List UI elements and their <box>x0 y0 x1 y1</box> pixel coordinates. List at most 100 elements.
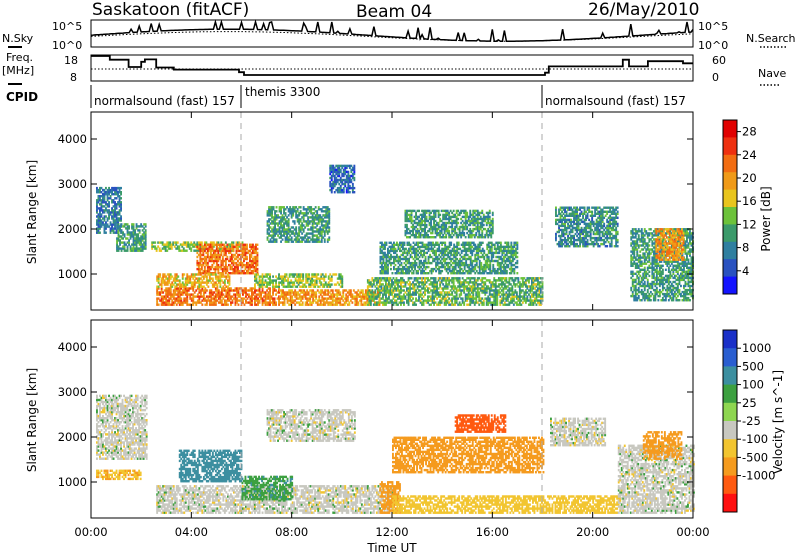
data-cell <box>192 293 195 296</box>
data-cell <box>135 223 138 226</box>
data-cell <box>224 261 227 265</box>
data-cell <box>235 272 238 275</box>
data-cell <box>390 267 392 271</box>
data-cell <box>211 255 214 259</box>
data-cell <box>176 245 179 248</box>
data-cell <box>273 297 276 300</box>
data-cell <box>198 289 201 292</box>
data-cell <box>206 263 209 267</box>
data-cell <box>238 243 241 246</box>
data-cell <box>181 243 184 246</box>
data-cell <box>199 249 202 253</box>
data-cell <box>109 191 112 194</box>
data-cell <box>215 261 218 265</box>
data-cell <box>201 289 204 292</box>
data-cell <box>99 199 101 202</box>
data-cell <box>203 245 206 249</box>
data-cell <box>125 243 127 246</box>
data-cell <box>164 247 167 250</box>
data-cell <box>112 215 115 218</box>
data-cell <box>475 261 478 265</box>
data-cell <box>217 267 220 271</box>
data-cell <box>231 253 233 257</box>
data-cell <box>103 197 106 200</box>
data-cell <box>232 261 235 265</box>
data-cell <box>235 257 238 261</box>
data-cell <box>408 272 410 275</box>
data-cell <box>118 188 121 192</box>
data-cell <box>318 285 321 288</box>
data-cell <box>112 223 115 226</box>
data-cell <box>241 261 244 265</box>
data-cell <box>140 235 143 238</box>
data-cell <box>196 299 199 302</box>
data-cell <box>221 247 224 251</box>
data-cell <box>186 287 189 290</box>
data-cell <box>132 241 135 244</box>
data-cell <box>308 222 311 225</box>
data-cell <box>111 188 113 192</box>
data-cell <box>237 265 239 269</box>
data-cell <box>172 289 175 292</box>
data-cell <box>111 199 113 202</box>
data-cell <box>166 301 169 304</box>
data-cell <box>253 265 256 269</box>
data-cell <box>253 255 256 259</box>
data-cell <box>131 243 133 246</box>
data-cell <box>168 301 171 304</box>
data-cell <box>126 241 129 244</box>
data-cell <box>163 245 166 248</box>
data-cell <box>235 241 238 244</box>
data-cell <box>216 285 219 288</box>
data-cell <box>211 257 214 261</box>
data-cell <box>292 240 295 243</box>
data-cell <box>129 235 132 238</box>
data-cell <box>243 251 245 255</box>
data-cell <box>102 209 104 212</box>
data-cell <box>186 297 189 300</box>
data-cell <box>441 269 444 273</box>
data-cell <box>394 263 397 267</box>
data-cell <box>166 287 169 290</box>
data-cell <box>202 249 205 253</box>
data-cell <box>171 285 174 288</box>
data-cell <box>229 243 232 246</box>
data-cell <box>112 205 115 208</box>
data-cell <box>250 253 253 257</box>
data-cell <box>244 247 247 251</box>
data-cell <box>116 247 118 250</box>
data-cell <box>160 285 163 288</box>
data-cell <box>134 229 136 232</box>
data-cell <box>232 269 235 273</box>
data-cell <box>256 243 259 246</box>
data-cell <box>348 303 351 306</box>
data-cell <box>123 223 126 226</box>
data-cell <box>317 273 320 276</box>
data-cell <box>181 301 184 304</box>
data-cell <box>138 249 141 252</box>
data-cell <box>446 285 449 288</box>
data-cell <box>215 259 218 263</box>
data-cell <box>99 221 101 224</box>
data-cell <box>353 172 356 176</box>
data-cell <box>243 263 245 267</box>
data-cell <box>114 223 116 226</box>
data-cell <box>238 263 241 267</box>
noise-tick-right-bottom: 10^0 <box>698 39 728 52</box>
data-cell <box>204 289 207 292</box>
data-cell <box>333 191 336 194</box>
data-cell <box>190 297 193 300</box>
data-cell <box>427 265 430 269</box>
data-cell <box>103 215 106 218</box>
data-cell <box>198 301 201 304</box>
data-cell <box>288 275 291 278</box>
data-cell <box>123 249 126 252</box>
data-cell <box>143 227 146 230</box>
data-cell <box>220 259 223 263</box>
data-cell <box>220 267 223 271</box>
data-cell <box>234 245 236 249</box>
data-cell <box>168 297 171 300</box>
data-cell <box>115 219 118 222</box>
data-cell <box>134 249 136 252</box>
data-cell <box>120 203 122 206</box>
